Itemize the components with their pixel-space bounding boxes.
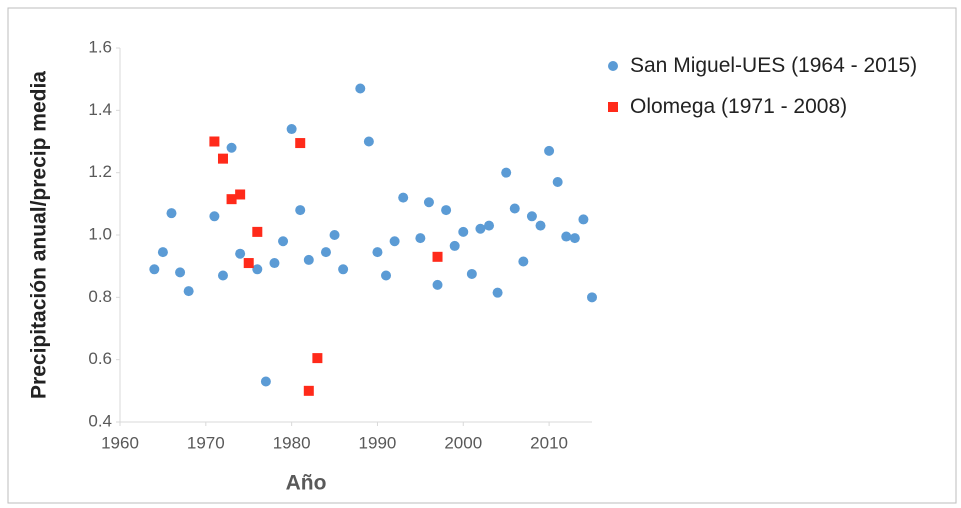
point [544,145,555,156]
point [518,256,529,267]
point [355,83,366,94]
x-tick-label: 2000 [444,433,482,452]
point [312,353,323,364]
point [398,192,409,203]
y-tick-label: 0.4 [88,411,112,430]
point [149,264,160,275]
point [260,376,271,387]
point [252,226,263,237]
point [226,194,237,205]
y-tick-label: 1.4 [88,100,112,119]
point [295,138,306,149]
point [372,247,383,258]
point [286,124,297,135]
point [484,220,495,231]
point [526,211,537,222]
y-tick-label: 0.8 [88,287,112,306]
point [217,270,228,281]
point [217,153,228,164]
point [381,270,392,281]
point [303,254,314,265]
point [295,205,306,216]
point [235,248,246,259]
point [389,236,400,247]
point [320,247,331,258]
point [175,267,186,278]
point [183,286,194,297]
point [466,268,477,279]
point [569,233,580,244]
x-tick-label: 1960 [101,433,139,452]
legend-swatch [608,61,618,71]
legend-item: Olomega (1971 - 2008) [604,91,934,122]
y-tick-label: 1.6 [88,37,112,56]
point [449,240,460,251]
legend-label: San Miguel-UES (1964 - 2015) [630,54,918,77]
x-tick-label: 1970 [187,433,225,452]
y-tick-label: 1.2 [88,162,112,181]
legend-swatch [608,102,618,112]
point [157,247,168,258]
y-axis-label: Precipitación anual/precip media [28,71,51,399]
point [458,226,469,237]
point [432,251,443,262]
point [441,205,452,216]
frame [7,7,957,504]
point [492,287,503,298]
x-tick-label: 1990 [359,433,397,452]
point [252,264,263,275]
point [561,231,572,242]
point [226,142,237,153]
point [338,264,349,275]
point [235,189,246,200]
point [475,223,486,234]
y-tick-label: 0.6 [88,349,112,368]
x-axis-label: Año [286,472,327,495]
point [269,258,280,269]
x-tick-label: 2010 [530,433,568,452]
point [209,136,220,147]
point [423,197,434,208]
legend-label: Olomega (1971 - 2008) [630,95,848,118]
point [209,211,220,222]
point [509,203,520,214]
point [432,279,443,290]
x-tick-label: 1980 [273,433,311,452]
point [166,208,177,219]
y-tick-label: 1.0 [88,224,112,243]
point [535,220,546,231]
point [501,167,512,178]
point [303,385,314,396]
point [363,136,374,147]
legend: San Miguel-UES (1964 - 2015) Olomega (197… [604,50,934,132]
point [552,177,563,188]
point [278,236,289,247]
legend-item: San Miguel-UES (1964 - 2015) [604,50,934,81]
point [415,233,426,244]
point [329,230,340,240]
point [243,258,254,269]
point [587,292,597,303]
point [578,214,589,225]
